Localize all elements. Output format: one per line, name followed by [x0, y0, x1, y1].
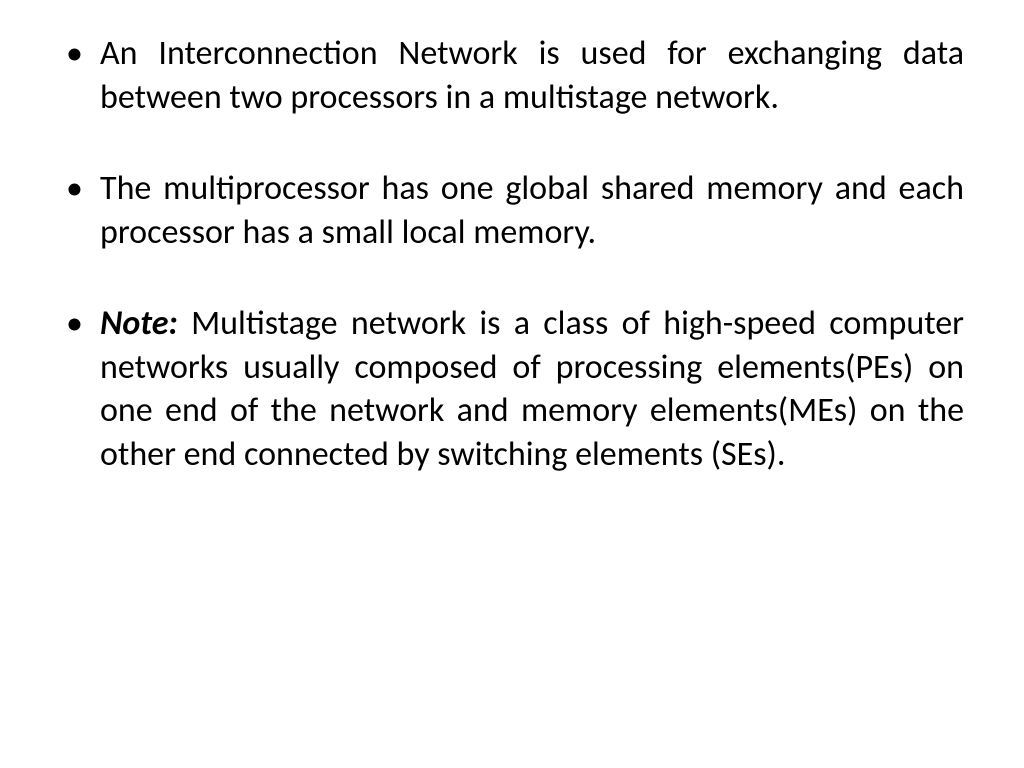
bullet-note-label: Note: — [100, 303, 178, 344]
bullet-text: The multiprocessor has one global shared… — [100, 168, 964, 253]
bullet-text: An Interconnection Network is used for e… — [100, 33, 964, 118]
bullet-list: An Interconnection Network is used for e… — [60, 32, 964, 476]
bullet-text: Multistage network is a class of high-sp… — [100, 303, 964, 475]
slide: An Interconnection Network is used for e… — [0, 0, 1024, 768]
bullet-item: An Interconnection Network is used for e… — [60, 32, 964, 119]
bullet-item: Note: Multistage network is a class of h… — [60, 302, 964, 476]
bullet-item: The multiprocessor has one global shared… — [60, 167, 964, 254]
